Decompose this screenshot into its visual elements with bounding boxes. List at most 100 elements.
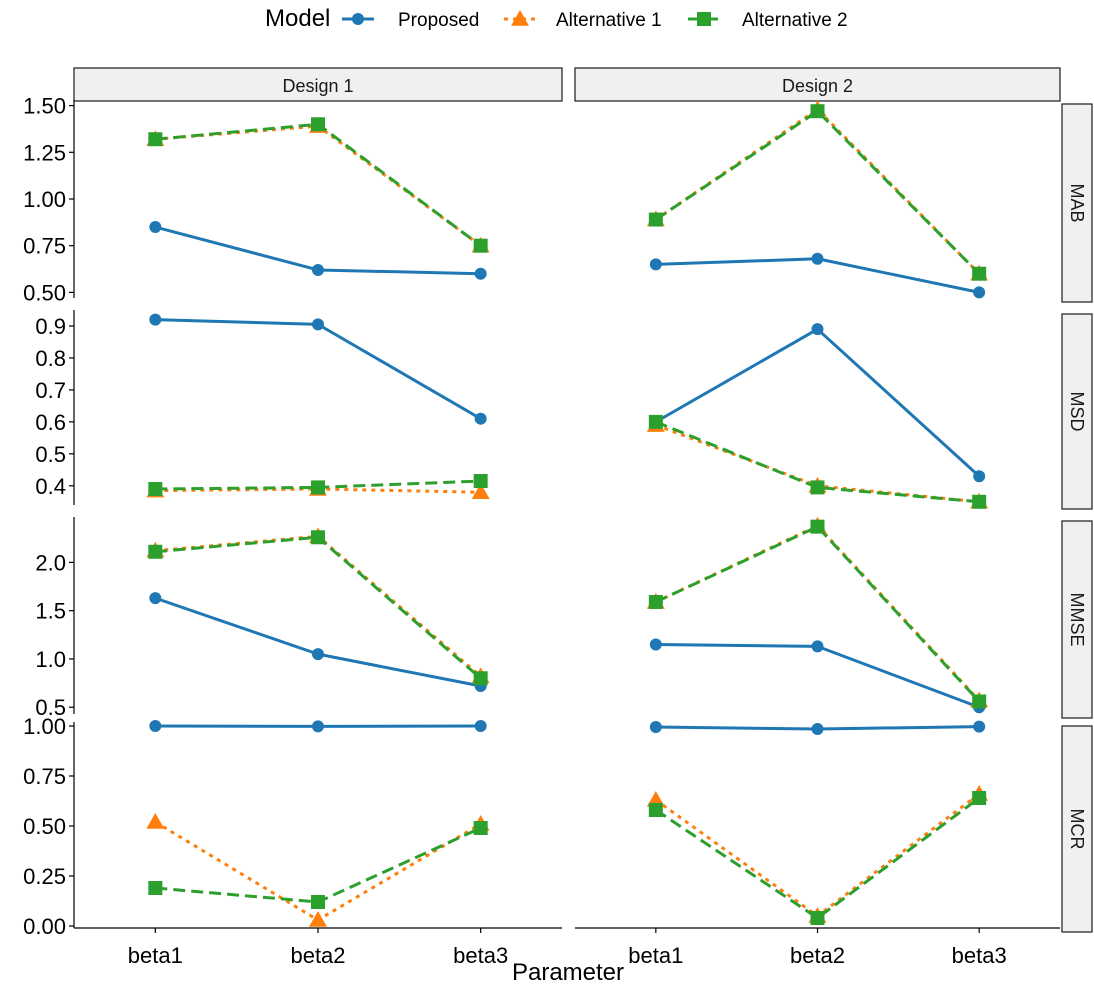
legend-title: Model (265, 5, 330, 32)
data-point (148, 544, 163, 559)
column-strip-label: Design 2 (782, 76, 853, 96)
data-point (648, 803, 663, 817)
y-tick-label: 0.8 (35, 346, 66, 371)
panel-mmse-design-2 (646, 516, 989, 714)
series-line (654, 109, 981, 275)
y-tick-label: 2.0 (35, 550, 66, 575)
legend-square-marker (697, 12, 711, 26)
data-point (149, 720, 162, 732)
y-tick-label: 0.00 (23, 914, 66, 939)
row-strip (1061, 520, 1093, 719)
row-strip (1061, 103, 1093, 303)
panel-mab-design-2 (646, 100, 989, 299)
data-point (972, 494, 987, 509)
data-point (149, 592, 162, 605)
series-line (655, 327, 981, 478)
data-point (646, 791, 665, 807)
data-point (648, 594, 663, 609)
panel-mcr-design-1 (146, 720, 490, 927)
legend-label: Alternative 1 (556, 10, 662, 31)
y-tick-label: 0.7 (35, 378, 66, 403)
data-point (810, 519, 825, 534)
data-point (311, 117, 325, 132)
data-point (148, 482, 163, 497)
series-line (655, 524, 981, 702)
data-point (473, 474, 488, 489)
y-tick-label: 0.25 (23, 864, 66, 889)
legend-triangle-marker (511, 10, 529, 26)
data-point (149, 221, 162, 234)
y-tick-label: 0.9 (35, 314, 66, 339)
column-strip (73, 67, 563, 102)
x-axis-title: Parameter (512, 959, 624, 986)
legend-circle-marker (352, 13, 364, 25)
data-point (311, 530, 325, 545)
data-point (473, 238, 488, 253)
series-line (654, 792, 981, 918)
series-line (155, 826, 482, 904)
x-tick-label: beta2 (290, 943, 345, 968)
row-strip-label: MCR (1067, 809, 1087, 850)
y-tick-label: 1.25 (23, 140, 66, 165)
data-point (811, 252, 824, 265)
data-point (972, 791, 987, 805)
series-line (655, 420, 980, 504)
panel-mmse-design-1 (146, 527, 490, 692)
data-point (649, 638, 662, 651)
series-line (655, 796, 981, 920)
data-point (811, 323, 824, 336)
data-point (473, 821, 488, 835)
data-point (474, 267, 487, 280)
y-tick-label: 0.75 (23, 234, 66, 259)
legend-label: Proposed (398, 10, 479, 31)
y-tick-label: 1.50 (23, 94, 66, 119)
series-line (655, 642, 980, 709)
legend-item: Proposed (342, 10, 479, 31)
x-tick-label: beta3 (453, 943, 508, 968)
data-point (648, 212, 663, 227)
row-strip-label: MSD (1067, 392, 1087, 432)
data-point (972, 266, 987, 281)
data-point (311, 895, 325, 909)
y-tick-label: 1.00 (23, 714, 66, 739)
series-line (155, 122, 482, 247)
data-point (312, 263, 324, 276)
data-point (474, 720, 487, 732)
x-tick-label: beta1 (628, 943, 683, 968)
data-point (473, 671, 488, 686)
y-tick-label: 1.5 (35, 599, 66, 624)
data-point (146, 813, 165, 829)
legend-item: Alternative 1 (504, 10, 662, 31)
y-tick-label: 1.00 (23, 187, 66, 212)
y-tick-label: 0.5 (35, 442, 66, 467)
data-point (972, 694, 987, 709)
series-line (654, 107, 981, 275)
data-point (474, 412, 487, 425)
panel-msd-design-2 (646, 323, 989, 509)
data-point (810, 480, 825, 495)
data-point (649, 258, 662, 271)
data-point (811, 723, 824, 735)
data-point (973, 470, 986, 483)
data-point (973, 720, 986, 733)
row-strip-label: MAB (1067, 183, 1087, 222)
data-point (312, 648, 324, 661)
data-point (149, 313, 162, 326)
y-tick-label: 0.6 (35, 410, 66, 435)
data-point (312, 318, 324, 331)
row-strip-label: MMSE (1067, 593, 1087, 647)
data-point (649, 721, 662, 733)
data-point (311, 480, 325, 495)
panels: Design 1 Design 2 MAB MSD MMSE MCR 0.50 0.75 1.0… (23, 67, 1093, 968)
y-tick-label: 0.50 (23, 280, 66, 305)
data-point (810, 911, 825, 925)
x-tick-label: beta2 (790, 943, 845, 968)
y-tick-label: 0.5 (35, 695, 66, 720)
series-line (155, 318, 482, 420)
series-line (154, 596, 481, 688)
legend: Model Proposed Alternative 1 Alternative 2 (265, 5, 848, 32)
y-tick-label: 1.0 (35, 647, 66, 672)
legend-item: Alternative 2 (688, 10, 848, 31)
row-strip (1061, 725, 1093, 933)
